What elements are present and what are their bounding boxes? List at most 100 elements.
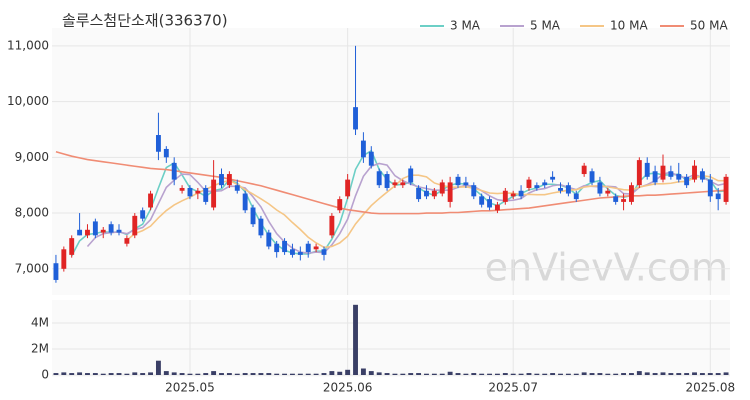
volume-bar [226, 373, 232, 375]
volume-bar [526, 373, 532, 375]
candle-body [77, 229, 83, 236]
volume-bar [258, 373, 264, 375]
volume-bar [463, 373, 469, 375]
legend-label: 50 MA [690, 19, 728, 33]
candle-body [100, 229, 106, 233]
volume-bar [613, 373, 619, 375]
volume-bar [155, 360, 161, 375]
volume-bar [360, 368, 366, 375]
candle-body [69, 238, 75, 255]
candle-body [226, 174, 232, 186]
volume-bar [424, 373, 429, 375]
candle-body [439, 182, 445, 194]
volume-bar [242, 373, 248, 375]
volume-bar [171, 372, 177, 375]
candle-body [274, 243, 280, 253]
candle-body [282, 240, 288, 253]
candle-body [321, 249, 327, 255]
volume-bar [203, 373, 209, 375]
candle-body [510, 193, 516, 197]
volume-bar [368, 371, 374, 375]
candle-body [116, 229, 122, 233]
volume-bar [660, 372, 666, 375]
volume-bar [715, 373, 721, 375]
candle-body [305, 243, 311, 253]
candle-body [384, 174, 390, 188]
volume-bar [605, 373, 611, 375]
candle-body [573, 193, 579, 200]
volume-bar [699, 373, 705, 375]
watermark: enVievV.com [485, 246, 728, 290]
volume-bar [573, 373, 579, 375]
volume-bar [297, 373, 303, 375]
candle-body [660, 165, 666, 180]
volume-bar [321, 373, 327, 375]
volume-bar [266, 373, 272, 375]
candle-body [455, 176, 461, 186]
volume-bar [408, 373, 414, 375]
volume-bar [439, 373, 445, 375]
volume-bar [290, 373, 295, 375]
candle-body [92, 221, 98, 236]
volume-bar [692, 372, 697, 375]
volume-bar [494, 373, 500, 375]
candle-body [471, 185, 477, 197]
candle-body [337, 199, 343, 211]
candle-body [447, 182, 453, 202]
candle-body [502, 190, 508, 202]
candle-body [479, 196, 485, 205]
volume-bar [431, 373, 437, 375]
volume-bar [565, 373, 571, 375]
volume-bar [384, 373, 390, 375]
candle-body [195, 190, 201, 194]
volume-bar [668, 373, 674, 375]
x-tick-label: 2025.06 [323, 381, 373, 395]
candle-body [605, 190, 611, 194]
volume-bar [723, 372, 729, 375]
candle-body [558, 187, 563, 191]
candle-body [400, 182, 406, 186]
ma-line [86, 162, 727, 255]
volume-bar [124, 373, 130, 375]
candle-body [353, 107, 358, 130]
legend-label: 3 MA [450, 19, 481, 33]
candle-body [692, 165, 697, 180]
x-tick-label: 2025.08 [685, 381, 735, 395]
volume-bar [518, 373, 524, 375]
volume-bar [92, 373, 98, 375]
candle-body [132, 215, 138, 236]
volume-bar [100, 373, 106, 375]
volume-bar [597, 373, 603, 375]
candle-body [542, 182, 548, 186]
volume-bar [471, 373, 477, 375]
candle-body [621, 199, 627, 202]
candle-body [187, 187, 193, 197]
candle-body [368, 151, 374, 166]
volume-bar [219, 373, 224, 375]
volume-bar [502, 373, 508, 375]
volume-bar [305, 373, 311, 375]
volume-tick-label: 4M [31, 316, 49, 330]
volume-bar [211, 371, 217, 375]
candle-body [124, 238, 130, 244]
volume-bar [676, 373, 682, 375]
candle-body [644, 162, 650, 177]
candle-body [431, 190, 437, 197]
candle-body [108, 224, 114, 233]
volume-bar [581, 372, 587, 375]
candle-body [652, 171, 658, 183]
volume-bar [345, 369, 351, 375]
volume-bar [558, 373, 563, 375]
volume-bar [108, 373, 114, 375]
candle-body [408, 168, 414, 183]
volume-bar [479, 373, 485, 375]
volume-bar [337, 371, 343, 375]
candle-body [171, 162, 177, 180]
candle-body [258, 218, 264, 236]
volume-bar [589, 373, 595, 375]
volume-bar [53, 373, 59, 375]
volume-bar [77, 372, 83, 375]
volume-tick-label: 0 [41, 368, 49, 382]
candle-body [290, 249, 295, 255]
